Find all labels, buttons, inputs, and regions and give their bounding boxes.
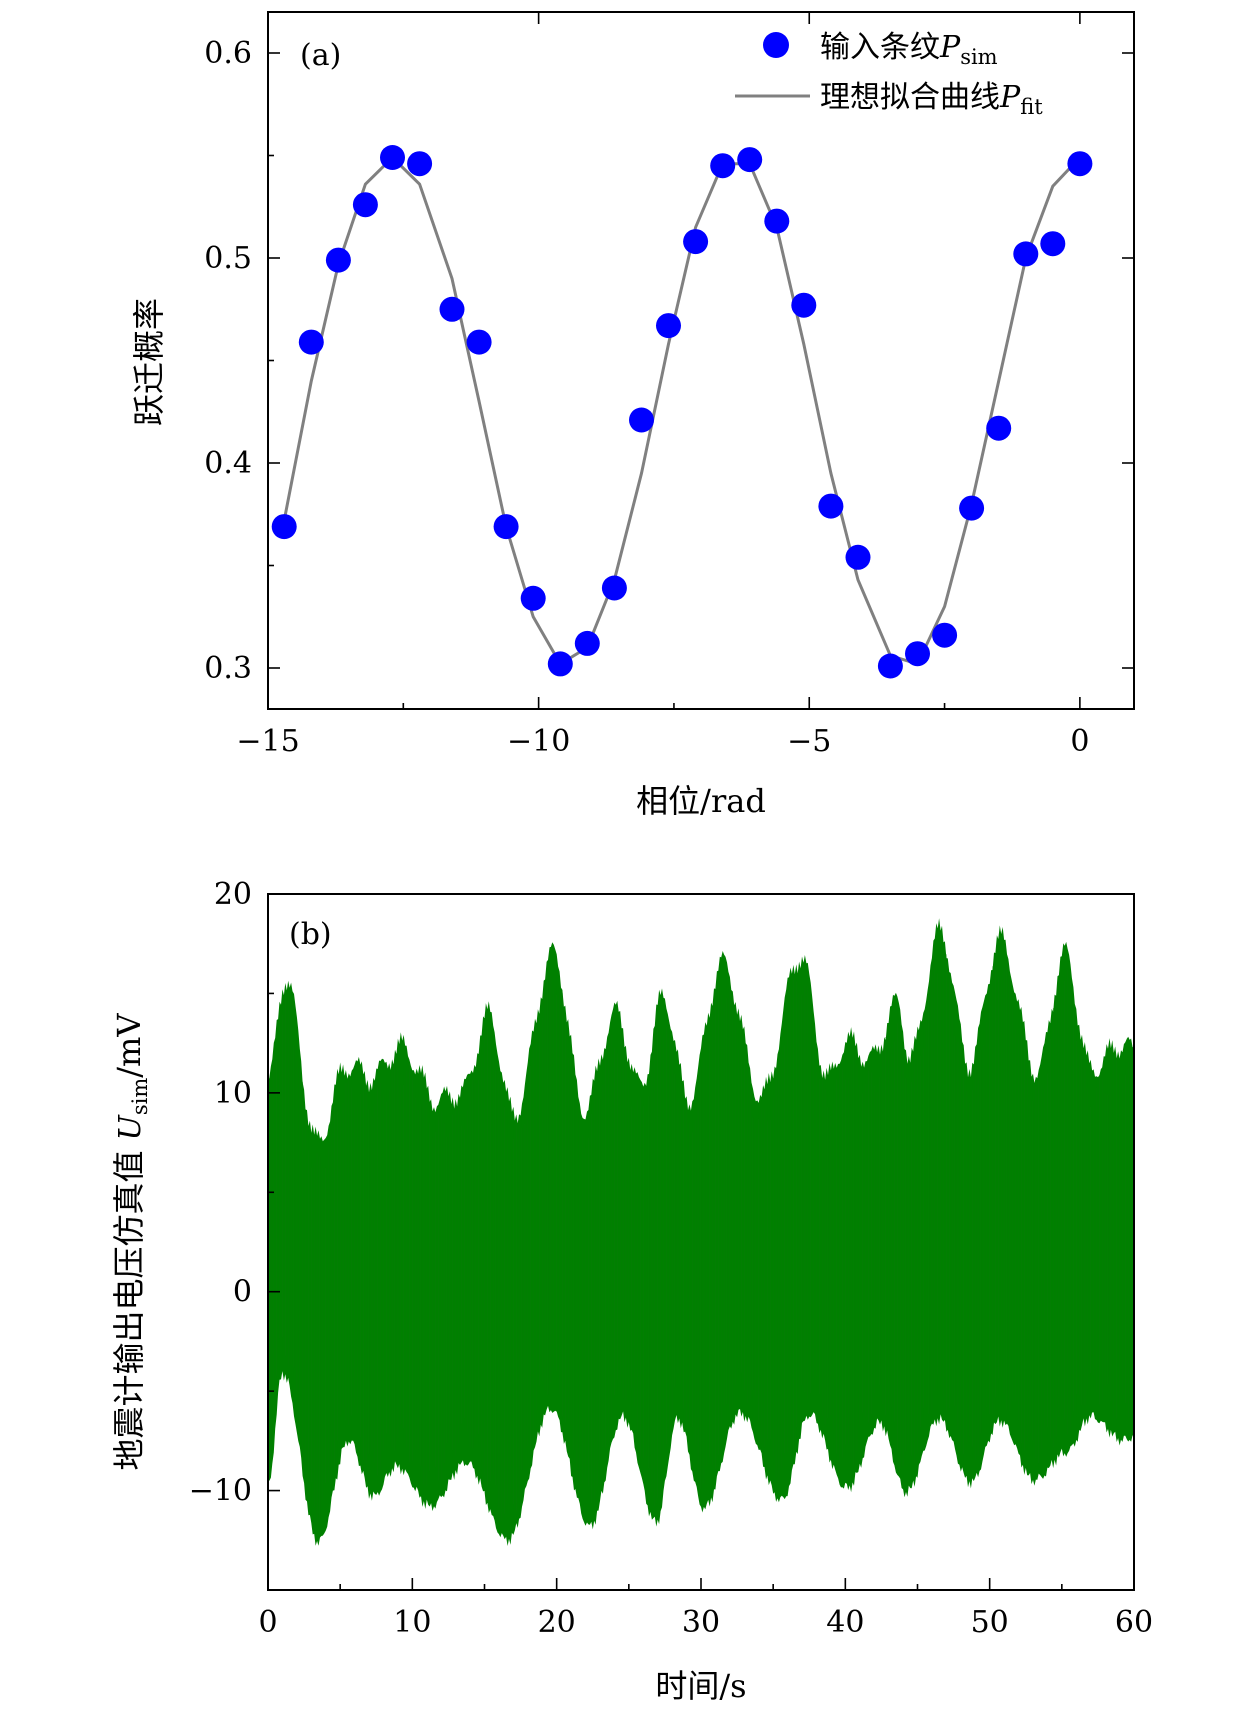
legend-pfit-symbol: P (999, 80, 1021, 115)
x-tick-label: −5 (787, 724, 831, 759)
x-tick-label: 30 (682, 1605, 720, 1640)
data-point (629, 407, 654, 433)
y-tick-label: 0.5 (204, 241, 252, 276)
data-point (656, 313, 681, 339)
legend-pfit-name: 理想拟合曲线 (820, 80, 1000, 115)
x-tick-label: 50 (971, 1605, 1009, 1640)
legend-psim-name: 输入条纹 (820, 30, 940, 65)
y-tick-label: −10 (189, 1474, 252, 1509)
data-point (986, 415, 1012, 441)
panel-a-y-axis-title: 跃迁概率 (130, 298, 168, 426)
panel-b-seismometer-voltage: 0 10 20 30 40 50 60 −10 0 10 20 (b) 时间/s 地震计输出电压仿真… (110, 877, 1153, 1705)
data-point (932, 622, 958, 648)
data-point (466, 329, 492, 355)
x-tick-label: 0 (258, 1605, 277, 1640)
panel-a-tick-labels: −15 −10 −5 0 0.3 0.4 0.5 0.6 (204, 36, 1089, 759)
data-point (439, 296, 465, 322)
data-point (905, 641, 930, 667)
data-point (818, 493, 844, 519)
panel-b-y-axis-name: 地震计输出电压仿真值 (110, 1150, 148, 1470)
x-tick-label: 10 (393, 1605, 431, 1640)
panel-b-y-axis-symbol: U (113, 1113, 148, 1140)
data-point (520, 585, 546, 611)
panel-a-transition-probability: −15 −10 −5 00.30.40.50.6 (a) 输入条纹Psim 理想拟合曲… (130, 11, 1135, 820)
data-point (298, 329, 324, 355)
data-point (1040, 231, 1066, 257)
y-tick-label: 0 (233, 1275, 252, 1310)
panel-b-x-axis-title: 时间/s (655, 1667, 746, 1705)
panel-a-ticks (267, 12, 1134, 709)
simulated-fringe-markers (271, 145, 1093, 679)
y-tick-label: 0.4 (204, 446, 252, 481)
x-tick-label: 60 (1115, 1605, 1153, 1640)
data-point (547, 651, 573, 677)
data-point (601, 575, 627, 601)
data-point (493, 514, 519, 540)
panel-a-label: (a) (300, 38, 341, 73)
y-tick-label: 0.6 (204, 36, 252, 71)
x-tick-label: −15 (236, 724, 299, 759)
data-point (959, 495, 985, 521)
panel-a-x-axis-title: 相位/rad (636, 782, 766, 820)
legend-psim-symbol: P (939, 30, 961, 65)
legend-psim-subscript: sim (960, 45, 997, 69)
panel-b-y-axis-unit: /mV (110, 1013, 148, 1078)
x-tick-label: 0 (1070, 724, 1089, 759)
data-point (325, 247, 351, 273)
legend-label-pfit: 理想拟合曲线Pfit (820, 80, 1043, 119)
data-point (352, 192, 378, 218)
data-point (1067, 151, 1093, 177)
y-tick-label: 0.3 (204, 651, 252, 686)
panel-a-legend: 输入条纹Psim 理想拟合曲线Pfit (735, 30, 1043, 119)
signal-oscillation-texture (267, 954, 1132, 1525)
panel-b-label: (b) (289, 917, 332, 952)
legend-marker-psim (763, 32, 789, 58)
legend-label-psim: 输入条纹Psim (820, 30, 998, 69)
data-point (574, 630, 600, 656)
data-point (380, 145, 405, 170)
data-point (791, 292, 817, 318)
panel-b-tick-labels: 0 10 20 30 40 50 60 −10 0 10 20 (189, 877, 1153, 1640)
data-point (710, 153, 736, 179)
fit-curve-line (282, 155, 1081, 666)
panel-b-y-axis-subscript: sim (128, 1078, 152, 1115)
panel-b-y-axis-title: 地震计输出电压仿真值 Usim/mV (110, 1013, 152, 1471)
y-tick-label: 20 (214, 877, 252, 912)
data-point (737, 147, 763, 173)
panel-b-ticks (267, 893, 1135, 1590)
data-point (407, 151, 433, 177)
data-point (764, 208, 790, 234)
data-point (845, 544, 871, 570)
y-tick-label: 10 (214, 1076, 252, 1111)
data-point (683, 229, 709, 255)
x-tick-label: −10 (507, 724, 570, 759)
data-point (877, 653, 903, 679)
x-tick-label: 40 (826, 1605, 864, 1640)
legend-pfit-subscript: fit (1020, 95, 1043, 119)
data-point (271, 514, 297, 540)
data-point (1013, 241, 1039, 267)
x-tick-label: 20 (538, 1605, 576, 1640)
